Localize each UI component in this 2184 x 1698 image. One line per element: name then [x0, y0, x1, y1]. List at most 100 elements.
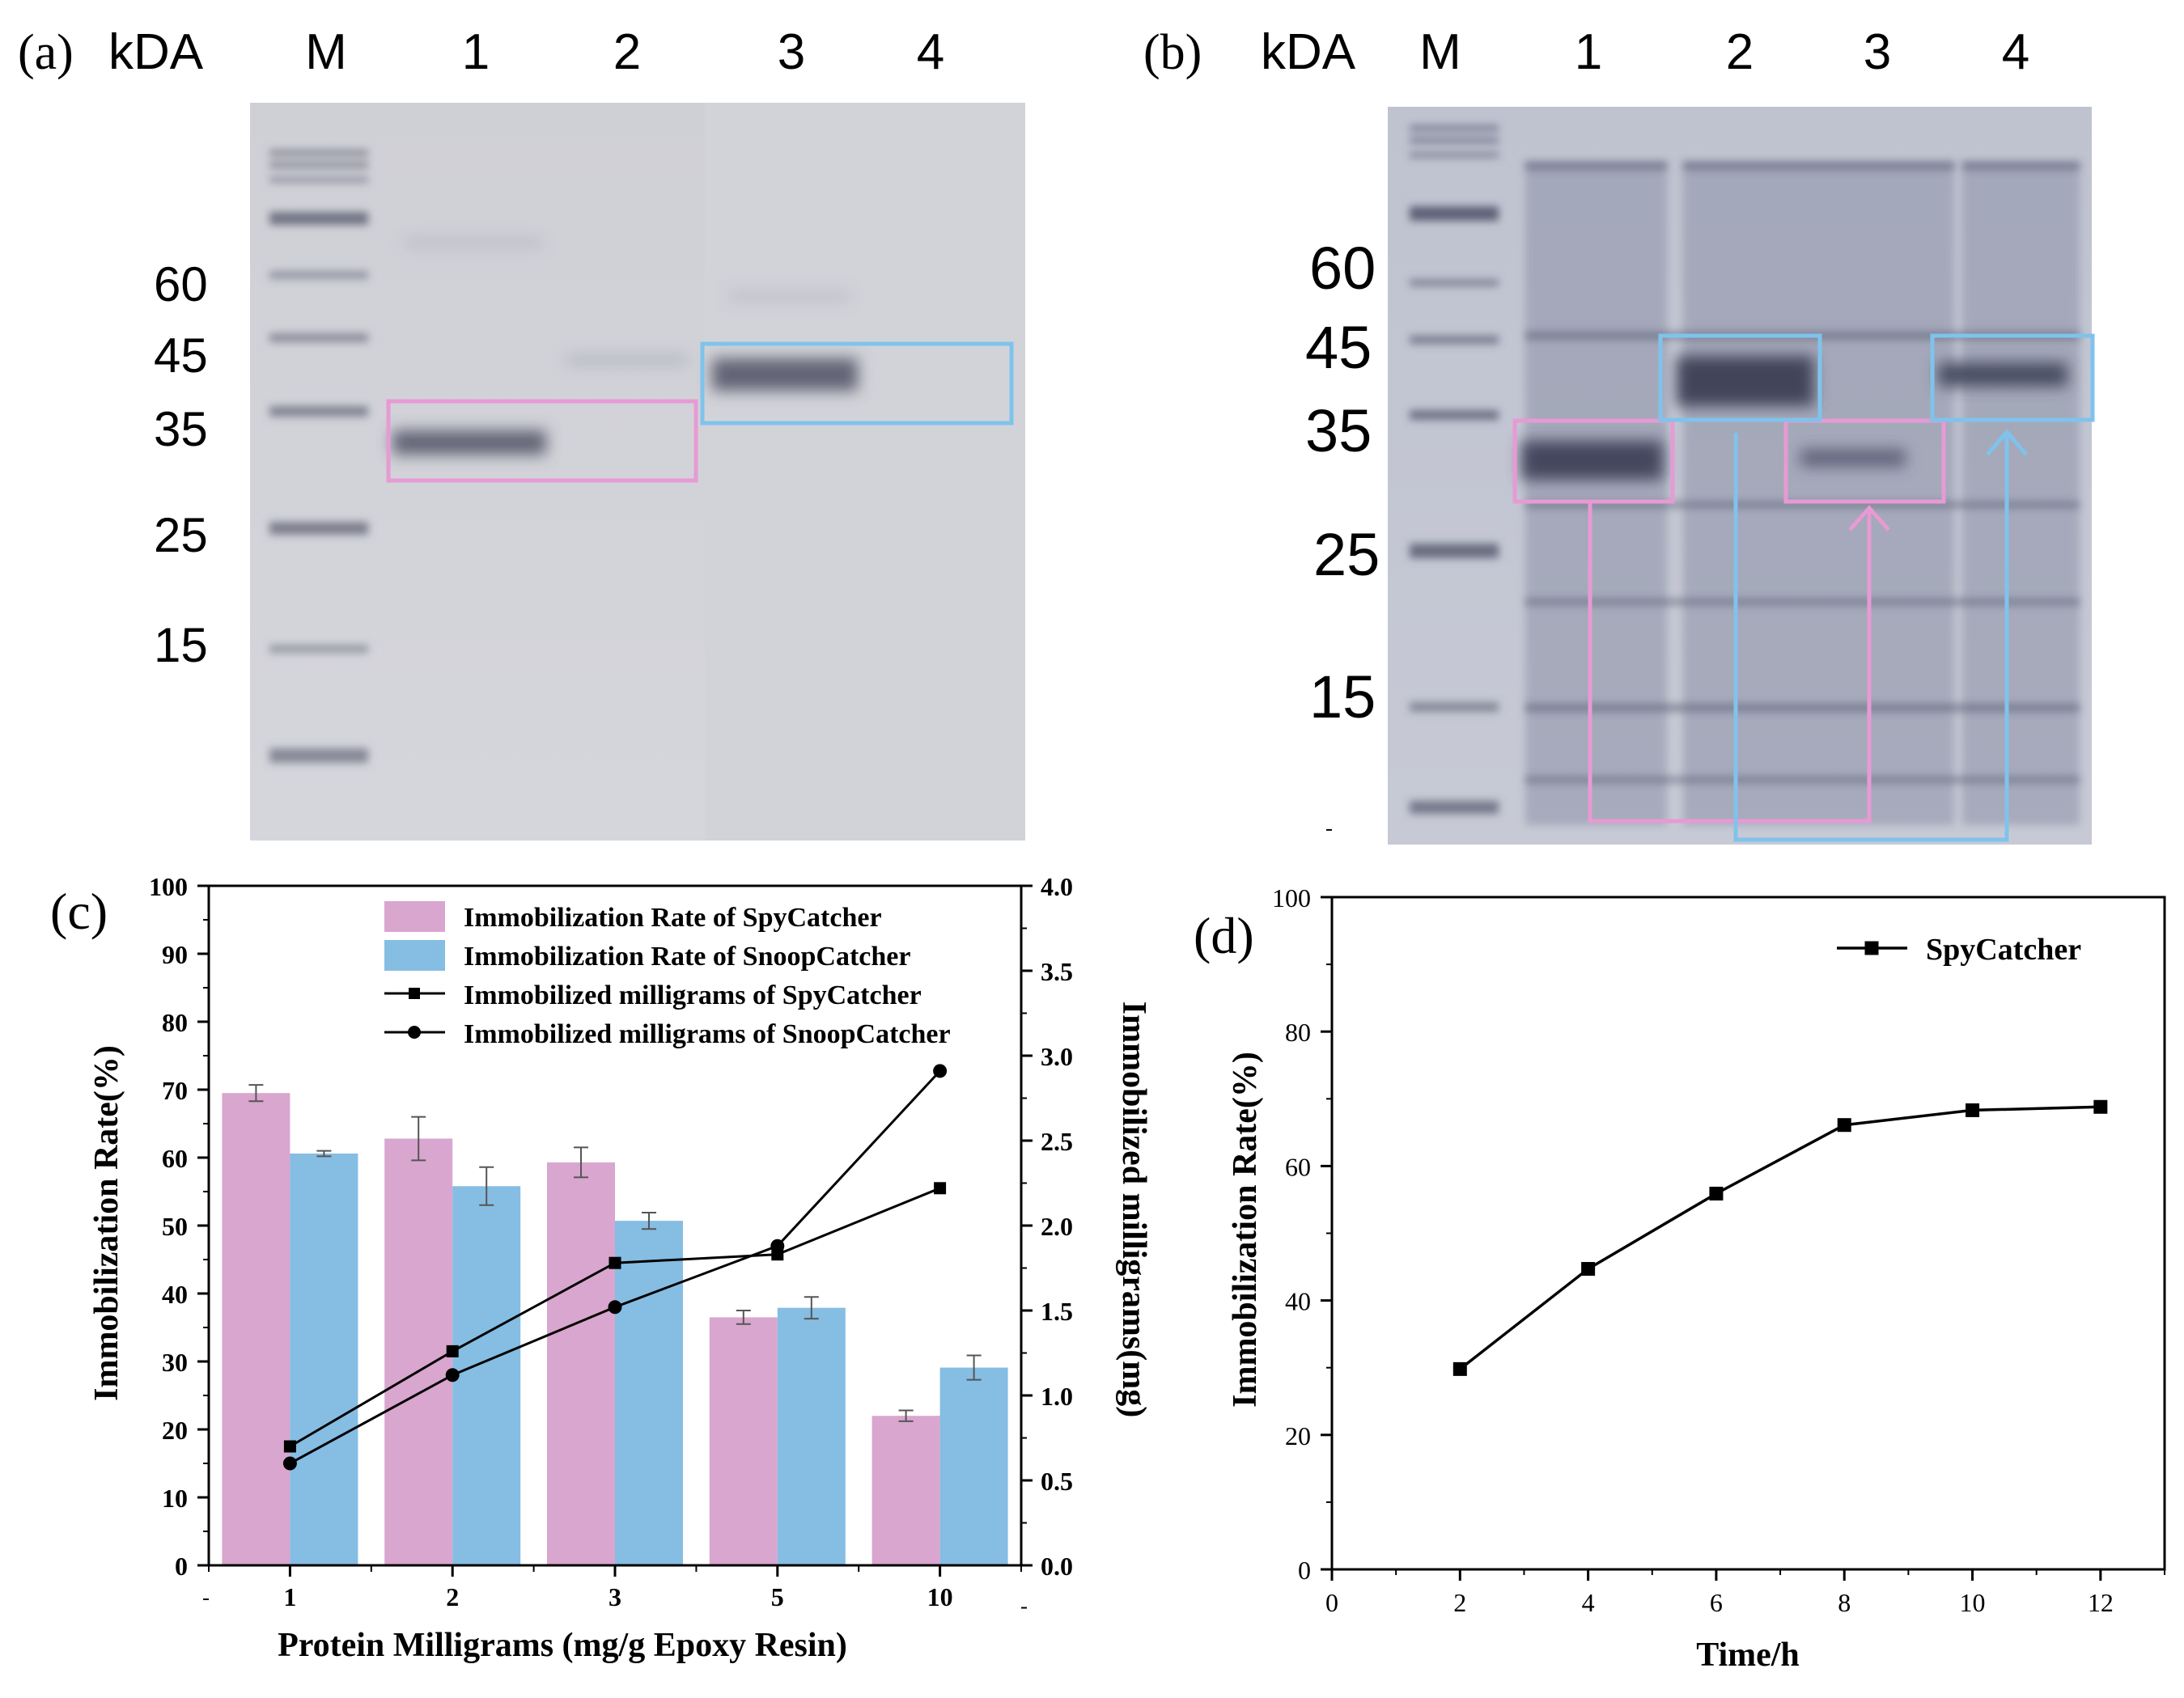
y-tick-label: 90	[162, 940, 188, 969]
marker-label-25: 25	[1313, 521, 1380, 588]
marker-square	[446, 1344, 459, 1357]
arrowhead-pink	[1848, 505, 1890, 531]
marker-square	[934, 1182, 947, 1195]
y2-tick-label: 1.0	[1041, 1382, 1073, 1411]
marker-label-60: 60	[154, 257, 208, 311]
chart-d-y-axis-label: Immobilization Rate(%)	[1227, 1052, 1264, 1408]
panel-b: (b) kDA M 1 2 3 4 60 45 35 25 15	[1143, 24, 2095, 845]
lane-transfer-annotations	[1512, 333, 2095, 842]
marker-circle	[608, 1300, 622, 1315]
lane-label-m: M	[305, 24, 347, 80]
x-tick-label: 3	[609, 1582, 621, 1611]
legend-label: Immobilized milligrams of SpyCatcher	[464, 980, 922, 1010]
marker-square	[1452, 1361, 1467, 1376]
bar-spycatcher	[222, 1093, 290, 1565]
y2-tick-label: 3.0	[1041, 1042, 1073, 1071]
line-spycatcher-rate	[1459, 1105, 2101, 1370]
y-tick-label: 20	[162, 1416, 188, 1445]
chart-c-y-axis-label: Immobilization Rate(%)	[88, 1045, 125, 1401]
y-tick-label: 70	[162, 1076, 188, 1105]
y-tick-label: 50	[162, 1212, 188, 1241]
marker-label-35: 35	[1305, 397, 1372, 464]
y2-tick-label: 0.0	[1041, 1552, 1073, 1581]
panel-c-tag: (c)	[50, 883, 108, 940]
legend-marker-circle	[408, 1026, 421, 1039]
chart-d-x-axis-label: Time/h	[1696, 1637, 1800, 1674]
bar-spycatcher	[871, 1416, 940, 1565]
chart-d-frame	[1330, 896, 2166, 1571]
y-tick-label: 80	[1285, 1018, 1311, 1047]
marker-circle	[445, 1368, 460, 1383]
lane-label-m: M	[1419, 24, 1461, 80]
y2-tick-label: 1.5	[1041, 1297, 1073, 1326]
x-tick-label: 10	[1960, 1588, 1986, 1617]
highlight-box-spycatcher	[386, 399, 698, 483]
y-tick-label: 0	[1298, 1556, 1311, 1585]
chart-d-legend: SpyCatcher	[1837, 933, 2081, 967]
highlight-box-lane3	[1783, 418, 1946, 504]
legend-label: Immobilized milligrams of SnoopCatcher	[464, 1019, 951, 1049]
chart-c-legend: Immobilization Rate of SpyCatcher Immobil…	[384, 901, 951, 1049]
legend-marker-square	[1864, 941, 1879, 955]
y2-tick-label: 2.5	[1041, 1127, 1073, 1156]
panel-b-unit-label: kDA	[1261, 24, 1356, 80]
highlight-box-lane4	[1930, 333, 2095, 422]
lane-label-1: 1	[462, 24, 490, 80]
marker-label-45: 45	[154, 328, 208, 383]
lane-label-2: 2	[613, 24, 641, 80]
marker-square	[1709, 1186, 1724, 1200]
marker-label-45: 45	[1305, 314, 1372, 381]
highlight-box-lane1	[1512, 418, 1675, 504]
legend-swatch	[384, 901, 445, 932]
lane-label-4: 4	[917, 24, 944, 80]
marker-circle	[770, 1239, 785, 1253]
marker-square	[609, 1256, 621, 1269]
lane-label-3: 3	[778, 24, 805, 80]
y2-tick-label: 3.5	[1041, 957, 1073, 986]
legend-label: SpyCatcher	[1926, 933, 2081, 967]
y-tick-label: 10	[162, 1484, 188, 1513]
x-tick-label: 0	[1325, 1588, 1338, 1617]
x-tick-label: 2	[1453, 1588, 1466, 1617]
chart-c-right-axis-label: Immobilized milligrams(mg)	[1115, 1001, 1152, 1417]
bar-spycatcher	[384, 1138, 453, 1565]
y-tick-label: 20	[1285, 1421, 1311, 1450]
legend-label: Immobilization Rate of SpyCatcher	[464, 903, 882, 933]
x-tick-label: 8	[1838, 1588, 1851, 1617]
chart-c-x-axis-label: Protein Milligrams (mg/g Epoxy Resin)	[278, 1627, 847, 1664]
legend-label: Immobilization Rate of SnoopCatcher	[464, 942, 910, 972]
bar-snoopcatcher	[452, 1186, 521, 1565]
lane-label-4: 4	[2002, 24, 2029, 80]
y2-tick-label: 2.0	[1041, 1212, 1073, 1241]
marker-square	[1966, 1103, 1980, 1117]
y-tick-label: 100	[1272, 883, 1311, 913]
marker-label-15: 15	[154, 618, 208, 672]
highlight-box-snoopcatcher	[700, 341, 1014, 426]
panel-a-unit-label: kDA	[108, 24, 204, 80]
lane-label-3: 3	[1864, 24, 1891, 80]
y2-tick-label: 4.0	[1041, 872, 1073, 901]
lane-label-1: 1	[1575, 24, 1602, 80]
x-tick-label: 6	[1710, 1588, 1723, 1617]
panel-a-tag: (a)	[18, 25, 74, 80]
bar-spycatcher	[709, 1317, 778, 1565]
x-tick-label: 12	[2088, 1588, 2114, 1617]
marker-circle	[933, 1064, 948, 1078]
marker-square	[283, 1440, 296, 1453]
marker-circle	[282, 1456, 297, 1471]
gel-image-b	[1388, 107, 2092, 845]
bar-snoopcatcher	[939, 1367, 1008, 1565]
y2-tick-label: 0.5	[1041, 1467, 1073, 1496]
arrowhead-blue	[1986, 429, 2028, 456]
panel-d-tag: (d)	[1194, 907, 1254, 964]
arrow-lane1-to-lane3	[1588, 502, 1872, 824]
legend-swatch	[384, 940, 445, 971]
y-tick-label: 80	[162, 1008, 188, 1037]
y-tick-label: 100	[149, 872, 188, 901]
bar-snoopcatcher	[777, 1307, 846, 1565]
x-tick-label: 1	[283, 1582, 296, 1611]
lane-label-2: 2	[1726, 24, 1754, 80]
x-tick-label: 10	[927, 1582, 953, 1611]
panel-a: (a) kDA M 1 2 3 4 60 45 35 25 15	[18, 24, 1025, 841]
